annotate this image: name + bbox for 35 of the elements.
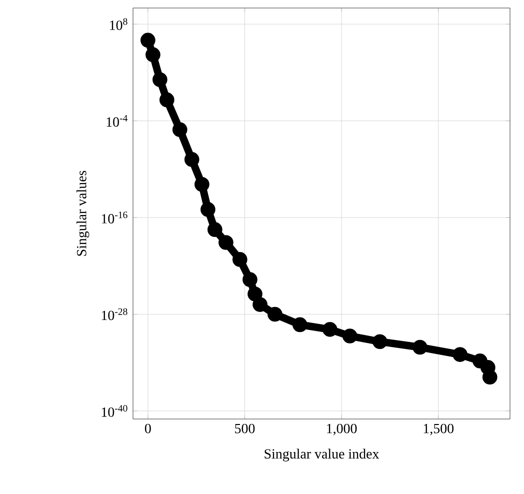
y-tick-label: 10$^{-16}$ (102, 212, 128, 224)
y-tick-label: 10$^{-40}$ (102, 405, 128, 417)
point (172, 122, 188, 138)
point (472, 354, 488, 368)
point (207, 222, 222, 237)
point (482, 370, 498, 384)
x-tick-label: 1,500 (424, 424, 454, 436)
point (232, 252, 248, 267)
point (218, 235, 234, 250)
point (372, 334, 388, 350)
y-tick-label: 10$^{-28}$ (102, 308, 128, 320)
y-axis-title: Singular values (76, 170, 90, 256)
point (194, 176, 210, 192)
point (184, 152, 200, 167)
x-tick-label: 0 (144, 424, 151, 434)
x-tick-label: 500 (235, 424, 255, 434)
point (342, 328, 358, 344)
x-axis-title: Singular value index (264, 448, 380, 462)
point (159, 92, 174, 108)
point (200, 202, 216, 217)
y-tick-label: 10$^{-4}$ (106, 114, 128, 127)
point (480, 360, 496, 375)
point (252, 297, 268, 312)
point (452, 347, 468, 362)
y-tick-label: 10$^{8}$ (110, 18, 128, 30)
x-tick-label: 1,000 (327, 424, 357, 436)
point (322, 322, 338, 337)
point (248, 286, 262, 302)
point (242, 272, 258, 287)
point (412, 340, 428, 355)
point (292, 317, 308, 332)
point (146, 47, 160, 62)
point (152, 72, 168, 88)
point (268, 306, 282, 322)
point (140, 32, 156, 48)
